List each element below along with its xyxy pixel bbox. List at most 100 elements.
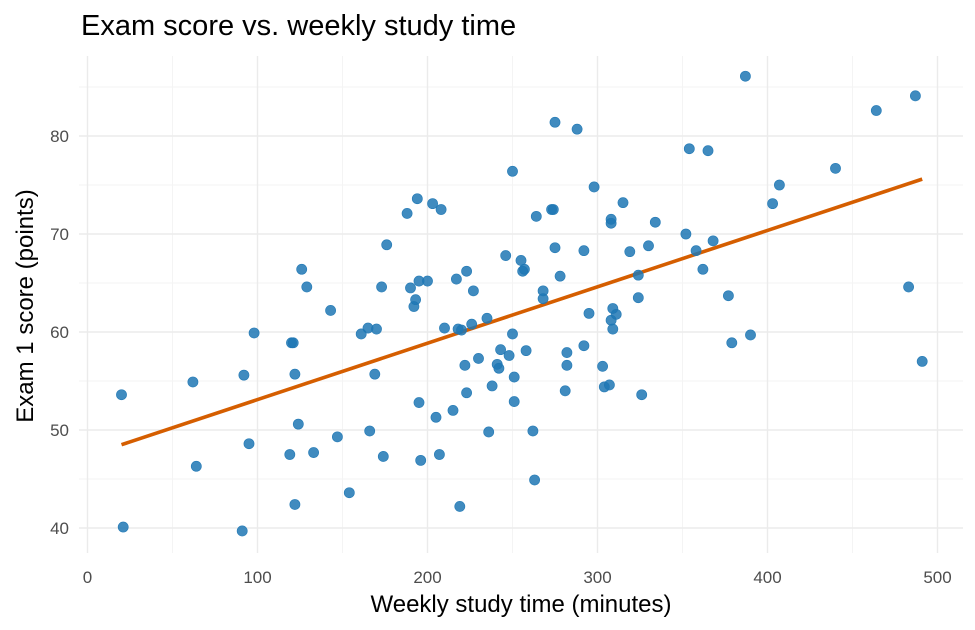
data-point <box>343 487 355 499</box>
data-point <box>774 179 785 191</box>
data-point <box>649 216 661 228</box>
data-point <box>508 396 520 407</box>
data-point <box>610 308 622 320</box>
data-point <box>910 90 921 102</box>
data-point <box>377 451 389 462</box>
y-axis-title: Exam 1 score (points) <box>12 189 39 422</box>
data-point <box>364 425 376 437</box>
chart-title: Exam score vs. weekly study time <box>81 10 516 42</box>
data-point <box>411 193 423 205</box>
data-point <box>604 379 615 391</box>
data-point <box>870 105 882 116</box>
data-point <box>456 324 467 336</box>
data-point <box>624 246 636 258</box>
data-point <box>296 263 308 275</box>
data-point <box>520 345 532 357</box>
y-tick-label: 50 <box>50 421 69 440</box>
data-point <box>422 275 433 287</box>
data-point <box>116 389 127 401</box>
data-point <box>187 376 199 388</box>
data-point <box>284 449 296 460</box>
trend-line-group <box>120 177 923 447</box>
x-tick-label: 400 <box>753 568 781 587</box>
data-point <box>401 208 413 219</box>
x-axis-title: Weekly study time (minutes) <box>371 591 672 618</box>
data-point <box>690 245 702 257</box>
data-point <box>632 292 644 304</box>
data-point <box>508 371 520 383</box>
data-point <box>636 389 648 401</box>
data-point <box>301 281 313 293</box>
data-point <box>578 340 590 352</box>
tick-labels: 0 100 200 300 400 500 40 50 60 70 80 <box>50 127 952 587</box>
data-point <box>243 438 255 450</box>
grid <box>79 56 963 553</box>
data-point <box>467 285 479 297</box>
data-point <box>549 116 561 128</box>
data-point <box>683 143 695 155</box>
data-point <box>369 368 381 380</box>
x-tick-label: 100 <box>243 568 271 587</box>
data-point <box>537 285 549 297</box>
data-point <box>292 418 304 430</box>
data-point <box>331 431 343 443</box>
data-point <box>507 328 518 340</box>
data-point <box>483 426 495 438</box>
data-point <box>413 397 425 408</box>
data-point <box>529 474 540 486</box>
x-tick-label: 200 <box>413 568 441 587</box>
y-tick-label: 70 <box>50 225 69 244</box>
data-point <box>583 307 595 319</box>
data-point <box>450 273 462 285</box>
scatter-points <box>116 70 928 537</box>
data-point <box>740 70 751 82</box>
data-point <box>289 368 301 380</box>
data-point <box>117 521 129 533</box>
data-point <box>578 245 590 257</box>
data-point <box>495 344 506 356</box>
data-point <box>410 294 421 306</box>
data-point <box>473 353 484 364</box>
data-point <box>481 312 493 324</box>
data-point <box>559 385 571 397</box>
data-point <box>519 263 530 275</box>
data-point <box>308 447 319 458</box>
data-point <box>643 240 654 252</box>
data-point <box>632 269 644 281</box>
y-tick-label: 80 <box>50 127 69 146</box>
data-point <box>561 359 573 371</box>
data-point <box>607 323 619 335</box>
x-tick-label: 0 <box>83 568 92 587</box>
data-point <box>287 337 299 349</box>
x-tick-label: 300 <box>583 568 611 587</box>
data-point <box>903 281 914 293</box>
data-point <box>680 228 692 240</box>
data-point <box>530 210 542 222</box>
data-point <box>236 525 248 537</box>
data-point <box>597 360 608 372</box>
data-point <box>466 318 478 330</box>
data-point <box>745 329 756 341</box>
data-point <box>493 362 505 374</box>
data-point <box>527 425 539 437</box>
data-point <box>500 250 512 261</box>
data-point <box>702 145 714 157</box>
data-point <box>723 290 734 302</box>
data-point <box>549 242 561 254</box>
data-point <box>427 198 438 210</box>
data-point <box>561 347 573 358</box>
data-point <box>289 499 301 510</box>
trend-line <box>120 177 923 447</box>
data-point <box>238 369 250 381</box>
data-point <box>707 235 719 247</box>
data-point <box>405 282 416 294</box>
data-point <box>605 217 617 229</box>
data-point <box>916 355 928 367</box>
data-point <box>617 197 629 209</box>
data-point <box>571 123 583 135</box>
data-point <box>430 411 442 423</box>
data-point <box>248 327 260 339</box>
data-point <box>726 337 738 349</box>
data-point <box>767 198 778 210</box>
data-point <box>447 404 459 416</box>
